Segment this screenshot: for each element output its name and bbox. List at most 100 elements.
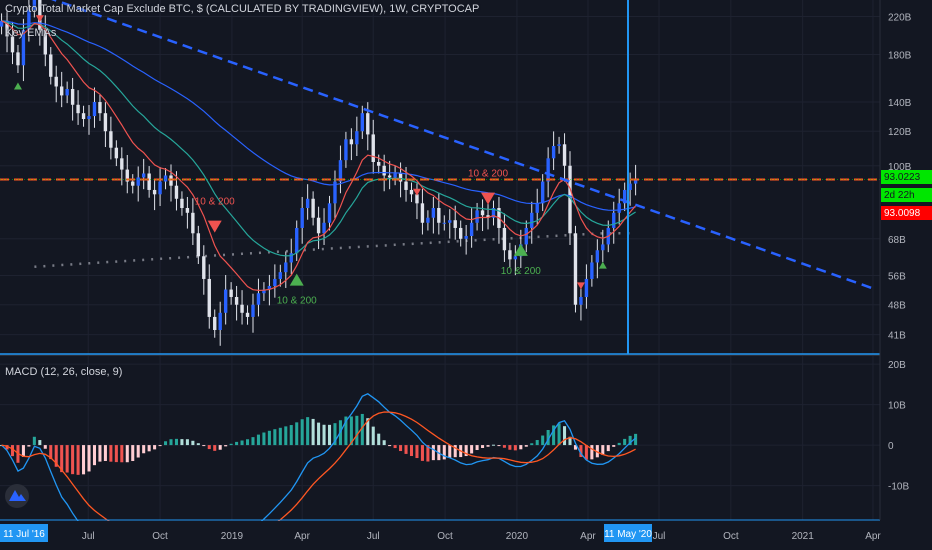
macd-histogram-bar — [595, 445, 599, 458]
candle — [371, 119, 375, 174]
candle — [5, 9, 9, 53]
ema-50-line — [1, 20, 636, 211]
candle — [284, 251, 288, 288]
ema-value-text: 93.0098 — [884, 208, 921, 219]
candle-body — [213, 316, 217, 331]
price-axis-background — [880, 0, 932, 550]
candle-body — [163, 175, 168, 182]
time-axis-tick-label: Oct — [437, 531, 453, 542]
candle-body — [43, 29, 47, 55]
indicator-label[interactable]: Key EMAs — [5, 27, 57, 39]
macd-histogram-bar — [207, 445, 211, 450]
candle-body — [546, 158, 550, 182]
time-axis-tick-label: Oct — [723, 531, 739, 542]
candle-body — [174, 185, 179, 199]
time-axis-tick-label: Oct — [152, 531, 168, 542]
candle — [207, 264, 211, 329]
candle-body — [442, 222, 446, 224]
macd-histogram-bar — [497, 445, 501, 447]
macd-histogram-bar — [38, 440, 42, 446]
candle-body — [70, 88, 75, 105]
candle-body — [513, 256, 518, 260]
left-date-badge — [0, 524, 48, 542]
macd-histogram-bar — [552, 425, 556, 446]
candle-body — [98, 102, 102, 114]
candle — [59, 71, 64, 108]
macd-histogram-bar — [311, 418, 315, 446]
candle — [622, 182, 627, 212]
candle-body — [54, 76, 58, 87]
candle — [502, 213, 507, 262]
macd-histogram-bar — [513, 445, 517, 451]
candle-body — [333, 181, 337, 204]
macd-histogram-bar — [147, 445, 151, 452]
candle — [109, 116, 113, 160]
cross-down-label: 10 & 200 — [468, 169, 508, 180]
candle — [387, 160, 392, 190]
candle-body — [382, 165, 386, 176]
macd-histogram-bar — [120, 445, 124, 463]
macd-histogram-bar — [82, 445, 86, 475]
price-pane — [0, 0, 638, 346]
candle-body — [355, 131, 359, 145]
macd-histogram-bar — [590, 445, 594, 460]
candle — [158, 166, 162, 207]
macd-histogram-bar — [470, 445, 474, 454]
macd-histogram-bar — [317, 422, 321, 446]
macd-histogram-bar — [224, 445, 228, 447]
macd-histogram-bar — [256, 434, 260, 446]
macd-histogram-bar — [65, 445, 69, 473]
candle — [442, 215, 446, 231]
cross-down-label: 10 & 200 — [195, 197, 235, 208]
candle — [448, 209, 452, 239]
overlays: 10 & 200 10 & 200 10 & 200 10 & 200 — [0, 0, 932, 521]
price-axis-tick-label: 41B — [888, 331, 906, 342]
macd-axis-tick-label: 10B — [888, 401, 906, 412]
macd-histogram-bar — [21, 445, 25, 457]
macd-histogram-bar — [174, 438, 178, 446]
macd-histogram-bar — [54, 445, 58, 467]
macd-histogram-bar — [481, 445, 485, 449]
macd-histogram-bar — [349, 416, 353, 446]
candle-body — [223, 289, 228, 313]
candle-body — [0, 20, 4, 27]
macd-histogram-bar — [393, 445, 397, 449]
macd-histogram-bar — [415, 445, 419, 459]
candle — [491, 200, 496, 226]
macd-histogram-bar — [262, 432, 266, 446]
macd-histogram-bar — [306, 417, 310, 446]
macd-histogram-bar — [491, 444, 496, 446]
macd-histogram-bar — [169, 439, 173, 446]
macd-histogram-bar — [131, 445, 135, 462]
time-axis-tick-label: Apr — [580, 531, 596, 542]
candle-body — [81, 113, 86, 120]
candle — [513, 245, 518, 276]
candle-body — [125, 169, 129, 182]
candle — [87, 105, 91, 135]
candle — [136, 166, 140, 202]
macd-axis-tick-label: 0 — [888, 441, 894, 452]
macd-histogram-bar — [535, 440, 539, 446]
time-axis-background — [0, 521, 932, 550]
macd-histogram-bar — [431, 445, 435, 461]
macd-label[interactable]: MACD (12, 26, close, 9) — [5, 366, 123, 378]
candle-body — [141, 173, 146, 178]
candle-body — [344, 139, 348, 161]
candle-body — [311, 198, 315, 218]
candle-body — [32, 0, 37, 10]
candle-body — [409, 189, 414, 195]
candle-body — [234, 296, 239, 305]
up-arrow-marker — [598, 261, 607, 269]
macd-histogram-bar — [322, 424, 326, 446]
ema-200-line — [34, 232, 636, 269]
candle — [81, 105, 86, 127]
macd-histogram-bar — [245, 439, 250, 446]
last-price-text: 93.0223 — [884, 172, 921, 183]
macd-histogram-bar — [327, 424, 332, 446]
tradingview-cloud-icon — [5, 484, 29, 508]
candle-body — [469, 222, 474, 237]
candle-body — [502, 227, 507, 251]
candle — [305, 184, 310, 220]
macd-histogram-bar — [240, 440, 244, 446]
